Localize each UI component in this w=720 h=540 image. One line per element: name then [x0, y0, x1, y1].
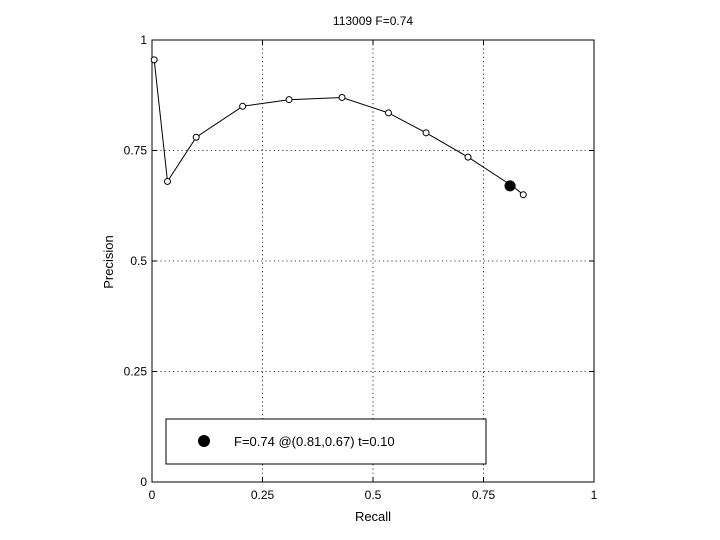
data-point: [464, 153, 472, 161]
x-tick-label: 0: [149, 488, 156, 502]
data-point: [163, 177, 171, 185]
x-tick-label: 1: [591, 488, 598, 502]
chart-title: 113009 F=0.74: [333, 14, 414, 28]
best-f-point: [504, 180, 516, 192]
y-axis-label: Precision: [101, 235, 116, 288]
data-point: [338, 93, 346, 101]
data-point: [285, 96, 293, 104]
data-point: [422, 129, 430, 137]
legend-box: [165, 418, 487, 465]
plot-area: [151, 39, 595, 483]
x-tick-label: 0.75: [472, 488, 496, 502]
y-tick-label: 0.5: [130, 254, 147, 268]
series: [150, 56, 527, 199]
data-point: [192, 133, 200, 141]
data-point: [150, 56, 158, 64]
x-tick-label: 0.25: [251, 488, 275, 502]
legend: F=0.74 @(0.81,0.67) t=0.10: [165, 418, 487, 465]
data-point: [239, 102, 247, 110]
legend-marker: [198, 435, 210, 447]
y-tick-label: 0.75: [124, 144, 148, 158]
legend-label: F=0.74 @(0.81,0.67) t=0.10: [234, 434, 395, 449]
x-tick-label: 0.5: [365, 488, 382, 502]
x-axis-label: Recall: [355, 509, 391, 524]
y-tick-label: 0: [140, 475, 147, 489]
data-point: [519, 191, 527, 199]
data-point: [384, 109, 392, 117]
axis-ticks: 0 0.25 0.5 0.75 1 0 0.25 0.5 0.75 1: [124, 33, 598, 502]
y-tick-label: 1: [140, 33, 147, 47]
y-tick-label: 0.25: [124, 365, 148, 379]
